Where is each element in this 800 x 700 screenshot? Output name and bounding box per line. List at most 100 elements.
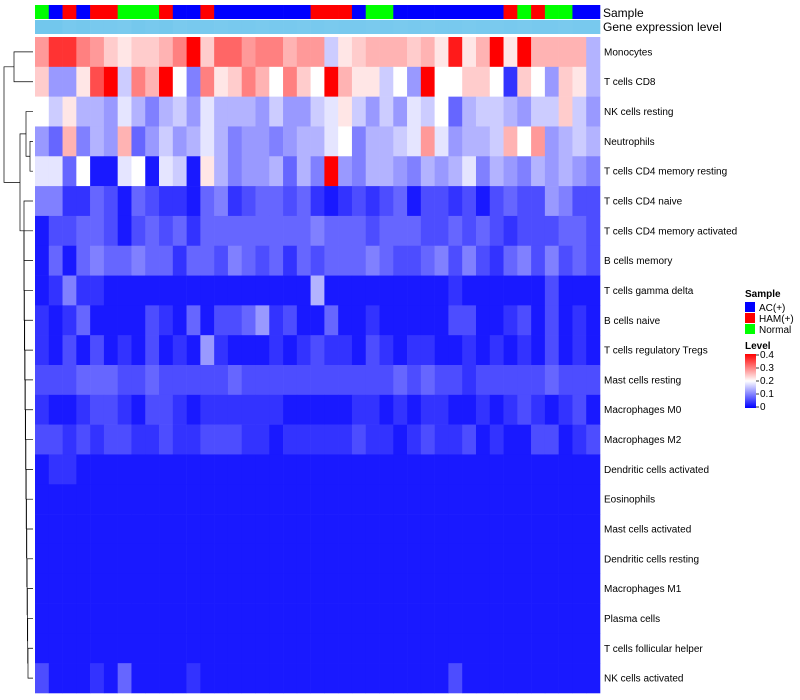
heatmap-cell [393,514,408,545]
sample-annotation-cell [186,5,201,19]
expression-annotation-track [35,20,601,34]
heatmap-cell [462,603,477,634]
heatmap-cell [214,573,229,604]
sample-annotation-cell [517,5,532,19]
heatmap-cell [186,66,201,97]
heatmap-cell [544,603,559,634]
heatmap-cell [531,275,546,306]
row-label: Neutrophils [604,137,655,148]
heatmap-cell [35,126,50,157]
heatmap-cell [365,484,380,515]
heatmap-cell [393,603,408,634]
heatmap-cell [76,66,91,97]
heatmap-cell [255,394,270,425]
heatmap-cell [35,424,50,455]
heatmap-cell [379,454,394,485]
heatmap-cell [310,215,325,247]
heatmap-cell [489,543,504,575]
heatmap-cell [172,126,187,157]
heatmap-cell [90,215,105,247]
heatmap-cell [255,156,270,187]
heatmap-cell [489,305,504,336]
heatmap-cell [544,573,559,604]
heatmap-cell [227,37,243,68]
heatmap-cell [338,424,353,455]
heatmap-cell [338,633,353,664]
expression-annotation-cell [48,20,63,34]
legend: Sample AC(+) HAM(+) Normal Level 0.4 0.3… [745,289,794,413]
heatmap-cell [269,603,284,634]
heatmap-cell [227,663,243,694]
heatmap-cell [351,335,367,366]
heatmap-cell [393,37,408,68]
heatmap-cell [214,365,229,396]
heatmap-cell [407,365,422,396]
heatmap-cell [351,96,367,127]
heatmap-cell [145,186,160,217]
heatmap-cell [214,484,229,515]
heatmap-cell [76,305,91,336]
heatmap-cell [407,335,422,366]
expression-annotation-cell [531,20,546,34]
heatmap-cell [517,573,532,604]
heatmap-cell [407,275,422,306]
heatmap-cell [462,394,477,425]
heatmap-cell [269,484,284,515]
heatmap-cell [393,573,408,604]
heatmap-cell [159,156,174,187]
heatmap-cell [586,484,601,515]
heatmap-cell [172,484,187,515]
heatmap-cell [324,573,339,604]
heatmap-cell [310,66,325,97]
heatmap-cell [489,96,504,127]
heatmap-cell [420,245,435,276]
heatmap-cell [503,424,518,455]
heatmap-cell [159,603,174,634]
expression-annotation-cell [351,20,367,34]
heatmap-cell [379,335,394,366]
heatmap-cell [517,424,532,455]
heatmap-cell [544,543,559,575]
heatmap-cell [296,245,311,276]
heatmap-cell [76,275,91,306]
heatmap-cell [407,454,422,485]
heatmap-cell [35,245,50,276]
heatmap-cell [448,335,463,366]
heatmap-cell [90,573,105,604]
heatmap-cell [103,454,118,485]
heatmap-cell [76,573,91,604]
heatmap-cell [407,126,422,157]
heatmap-cell [214,66,229,97]
heatmap-cell [420,37,435,68]
heatmap-cell [310,156,325,187]
heatmap-cell [434,454,449,485]
heatmap-cell [35,484,50,515]
heatmap-cell [572,275,587,306]
heatmap-cell [489,454,504,485]
heatmap-cell [159,215,174,247]
heatmap-cell [393,215,408,247]
expression-annotation-cell [159,20,174,34]
heatmap-cell [544,365,559,396]
heatmap-cell [131,603,146,634]
heatmap-cell [434,156,449,187]
heatmap-cell [544,305,559,336]
heatmap-cell [310,663,325,694]
heatmap-cell [241,96,256,127]
heatmap-cell [558,186,573,217]
heatmap-cell [503,454,518,485]
heatmap-cell [338,126,353,157]
row-label: Dendritic cells activated [604,465,709,476]
heatmap-cell [324,66,339,97]
expression-annotation-cell [255,20,270,34]
heatmap-cell [407,514,422,545]
heatmap-cell [145,454,160,485]
sample-annotation-cell [586,5,601,19]
heatmap-cell [227,215,243,247]
heatmap-cell [48,37,63,68]
heatmap-cell [586,633,601,664]
heatmap-cell [572,394,587,425]
heatmap-cell [420,186,435,217]
heatmap-cell [255,603,270,634]
heatmap-cell [131,66,146,97]
